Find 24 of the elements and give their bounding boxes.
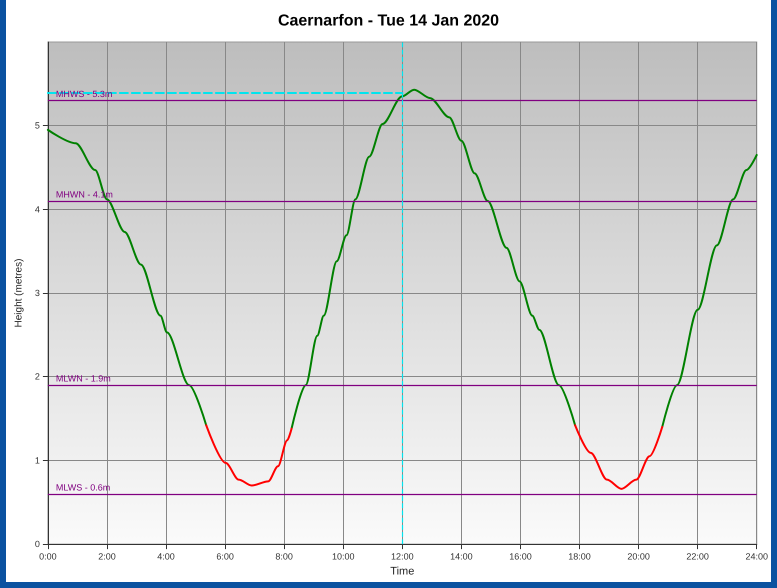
x-tick-label: 12:00 xyxy=(391,552,414,562)
ref-line-label: MLWN - 1.9m xyxy=(56,374,111,384)
x-tick-label: 10:00 xyxy=(332,552,355,562)
x-tick-label: 8:00 xyxy=(275,552,293,562)
y-tick-label: 3 xyxy=(34,288,40,298)
x-tick-label: 4:00 xyxy=(157,552,175,562)
y-tick-label: 2 xyxy=(34,372,40,382)
y-tick-label: 5 xyxy=(34,120,40,131)
x-axis-title: Time xyxy=(390,566,414,578)
ref-line-label: MLWS - 0.6m xyxy=(56,482,110,492)
x-tick-label: 18:00 xyxy=(568,552,591,562)
y-tick-label: 4 xyxy=(34,204,40,214)
x-tick-label: 24:00 xyxy=(745,552,768,562)
y-tick-label: 1 xyxy=(34,455,40,466)
x-tick-label: 2:00 xyxy=(98,552,116,562)
x-tick-label: 22:00 xyxy=(686,552,709,562)
x-tick-label: 14:00 xyxy=(450,552,473,562)
y-tick-label: 0 xyxy=(34,539,40,550)
x-tick-label: 20:00 xyxy=(627,552,650,562)
chart-title: Caernarfon - Tue 14 Jan 2020 xyxy=(278,12,500,30)
x-tick-label: 6:00 xyxy=(216,552,234,562)
x-tick-label: 0:00 xyxy=(39,552,57,562)
x-tick-label: 16:00 xyxy=(509,552,532,562)
y-axis-title: Height (metres) xyxy=(14,258,24,328)
